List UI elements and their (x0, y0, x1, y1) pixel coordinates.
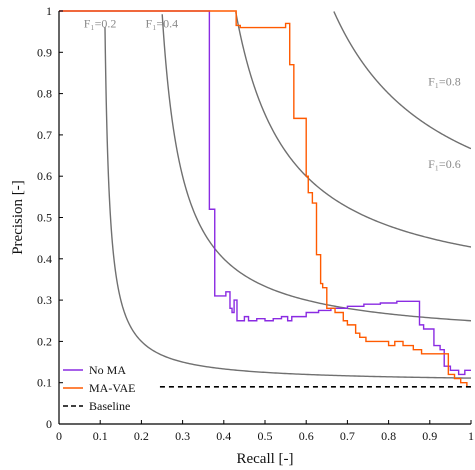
x-tick-label: 0.6 (299, 429, 314, 443)
x-tick-label: 0.8 (381, 429, 396, 443)
series-line-ma-vae (59, 10, 471, 388)
y-tick-label: 0.6 (37, 169, 52, 183)
iso-f1-curves (104, 11, 471, 379)
y-tick-label: 1 (46, 4, 52, 18)
iso-f1-label-0.8: F₁=0.8 (428, 74, 461, 88)
x-tick-label: 0.4 (216, 429, 231, 443)
y-tick-label: 0.9 (37, 45, 52, 59)
legend: No MA MA-VAE Baseline (63, 363, 135, 413)
iso-f1-label-0.6: F₁=0.6 (428, 157, 461, 171)
x-tick-label: 0.5 (258, 429, 273, 443)
legend-label-no-ma: No MA (89, 363, 126, 377)
y-tick-label: 0.1 (37, 376, 52, 390)
x-tick-label: 0.2 (134, 429, 149, 443)
x-tick-label: 0.9 (422, 429, 437, 443)
x-tick-label: 0 (56, 429, 62, 443)
x-tick-label: 0.1 (93, 429, 108, 443)
axes: F₁=0.2 F₁=0.4 F₁=0.6 F₁=0.8 0 0.1 0.2 0.3 0.4 0.5… (10, 4, 474, 467)
y-tick-label: 0.7 (37, 128, 52, 142)
iso-f1-label-0.2: F₁=0.2 (84, 17, 117, 31)
y-tick-label: 0.5 (37, 211, 52, 225)
y-tick-label: 0.3 (37, 293, 52, 307)
y-axis-label: Precision [-] (10, 180, 26, 255)
y-tick-label: 0.8 (37, 87, 52, 101)
series-lines (59, 10, 471, 388)
y-tick-label: 0.4 (37, 252, 52, 266)
y-tick-label: 0.2 (37, 334, 52, 348)
legend-label-ma-vae: MA-VAE (89, 381, 135, 395)
iso-f1-curve-0.2 (104, 26, 471, 379)
x-axis-label: Recall [-] (236, 451, 293, 467)
iso-f1-curve-0.8 (333, 11, 471, 150)
x-tick-label: 0.7 (340, 429, 355, 443)
iso-f1-curve-0.6 (235, 12, 471, 248)
iso-f1-label-0.4: F₁=0.4 (146, 17, 179, 31)
legend-label-baseline: Baseline (89, 399, 130, 413)
iso-f1-curve-0.4 (161, 14, 471, 322)
x-tick-label: 0.3 (175, 429, 190, 443)
y-tick-label: 0 (46, 417, 52, 431)
series-line-no-ma (59, 10, 471, 376)
x-tick-label: 1 (468, 429, 474, 443)
